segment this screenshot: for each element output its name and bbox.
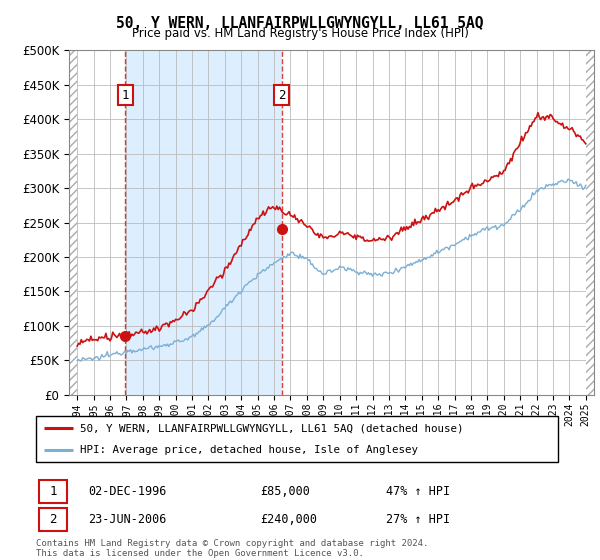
Text: Contains HM Land Registry data © Crown copyright and database right 2024.
This d: Contains HM Land Registry data © Crown c… xyxy=(36,539,428,558)
Text: 2: 2 xyxy=(49,513,57,526)
Text: £240,000: £240,000 xyxy=(260,513,317,526)
Text: 2: 2 xyxy=(278,88,286,102)
Bar xyxy=(125,50,282,395)
Text: 23-JUN-2006: 23-JUN-2006 xyxy=(88,513,167,526)
Text: 27% ↑ HPI: 27% ↑ HPI xyxy=(386,513,450,526)
FancyBboxPatch shape xyxy=(36,416,558,462)
Text: 50, Y WERN, LLANFAIRPWLLGWYNGYLL, LL61 5AQ: 50, Y WERN, LLANFAIRPWLLGWYNGYLL, LL61 5… xyxy=(116,16,484,31)
Text: 47% ↑ HPI: 47% ↑ HPI xyxy=(386,485,450,498)
Text: Price paid vs. HM Land Registry's House Price Index (HPI): Price paid vs. HM Land Registry's House … xyxy=(131,27,469,40)
Text: HPI: Average price, detached house, Isle of Anglesey: HPI: Average price, detached house, Isle… xyxy=(80,445,418,455)
Text: £85,000: £85,000 xyxy=(260,485,310,498)
Bar xyxy=(69,50,77,395)
FancyBboxPatch shape xyxy=(38,480,67,503)
Text: 1: 1 xyxy=(121,88,129,102)
Bar xyxy=(586,50,594,395)
Text: 50, Y WERN, LLANFAIRPWLLGWYNGYLL, LL61 5AQ (detached house): 50, Y WERN, LLANFAIRPWLLGWYNGYLL, LL61 5… xyxy=(80,423,464,433)
FancyBboxPatch shape xyxy=(38,508,67,531)
Text: 02-DEC-1996: 02-DEC-1996 xyxy=(88,485,167,498)
Text: 1: 1 xyxy=(49,485,57,498)
